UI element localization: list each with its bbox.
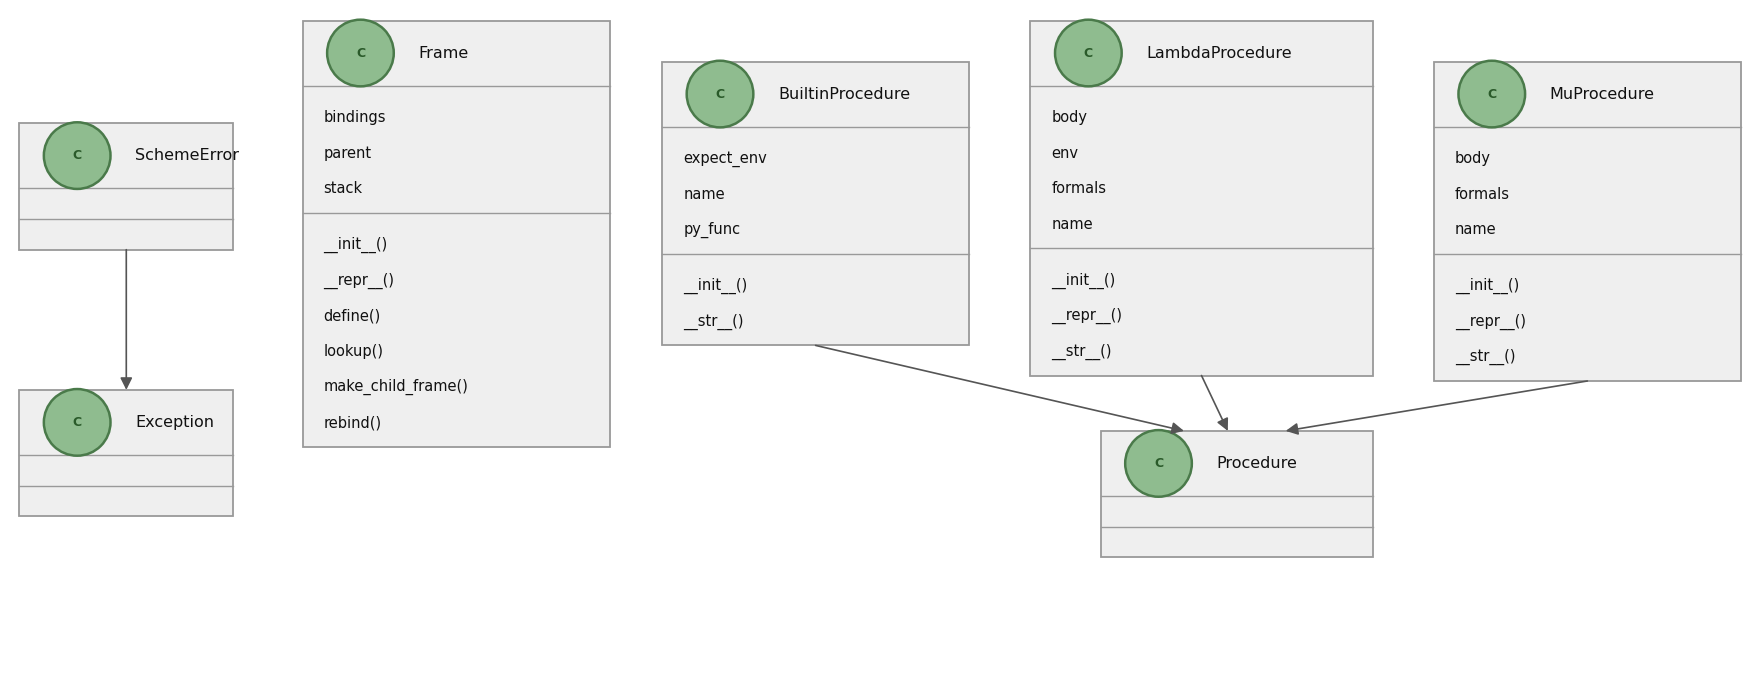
Text: BuiltinProcedure: BuiltinProcedure [779, 87, 910, 101]
Text: rebind(): rebind() [324, 415, 382, 430]
Text: C: C [1154, 457, 1163, 470]
Bar [663, 62, 968, 345]
Text: C: C [1487, 88, 1496, 101]
Text: __str__(): __str__() [1052, 343, 1112, 360]
Ellipse shape [326, 20, 395, 86]
Text: body: body [1052, 110, 1087, 125]
Text: env: env [1052, 146, 1079, 161]
Bar [1031, 21, 1373, 376]
Ellipse shape [688, 61, 754, 127]
Text: stack: stack [324, 181, 363, 196]
Text: __init__(): __init__() [1052, 272, 1116, 289]
Text: MuProcedure: MuProcedure [1551, 87, 1654, 101]
Text: expect_env: expect_env [684, 151, 766, 167]
Bar [1102, 431, 1373, 557]
Text: LambdaProcedure: LambdaProcedure [1147, 46, 1293, 60]
Text: lookup(): lookup() [324, 344, 384, 359]
Text: make_child_frame(): make_child_frame() [324, 379, 468, 395]
Text: Procedure: Procedure [1217, 456, 1298, 471]
Ellipse shape [44, 389, 111, 456]
Text: name: name [1052, 217, 1093, 232]
Text: C: C [72, 416, 82, 429]
Bar [303, 21, 610, 447]
Ellipse shape [44, 122, 111, 189]
Text: __init__(): __init__() [1456, 278, 1519, 294]
Text: parent: parent [324, 146, 372, 161]
Text: C: C [1084, 47, 1093, 60]
Bar [19, 123, 233, 250]
Text: __repr__(): __repr__() [1052, 308, 1123, 324]
Text: body: body [1456, 151, 1491, 166]
Ellipse shape [1126, 430, 1193, 497]
Text: name: name [1456, 222, 1496, 237]
Text: formals: formals [1052, 181, 1107, 196]
Bar [19, 390, 233, 516]
Text: define(): define() [324, 308, 381, 324]
Text: __repr__(): __repr__() [1456, 313, 1526, 330]
Text: bindings: bindings [324, 110, 386, 125]
Text: C: C [356, 47, 365, 60]
Text: __str__(): __str__() [684, 313, 744, 330]
Text: formals: formals [1456, 187, 1510, 202]
Text: __str__(): __str__() [1456, 349, 1515, 365]
Ellipse shape [1459, 61, 1526, 127]
Text: __init__(): __init__() [324, 237, 388, 253]
Text: C: C [716, 88, 724, 101]
Text: SchemeError: SchemeError [135, 148, 239, 163]
Text: py_func: py_func [684, 222, 740, 238]
Text: Exception: Exception [135, 415, 214, 430]
Text: __repr__(): __repr__() [324, 272, 395, 289]
Ellipse shape [1056, 20, 1123, 86]
Text: __init__(): __init__() [684, 278, 747, 294]
Text: Frame: Frame [419, 46, 468, 60]
Bar [1435, 62, 1740, 381]
Text: C: C [72, 149, 82, 162]
Text: name: name [684, 187, 724, 202]
